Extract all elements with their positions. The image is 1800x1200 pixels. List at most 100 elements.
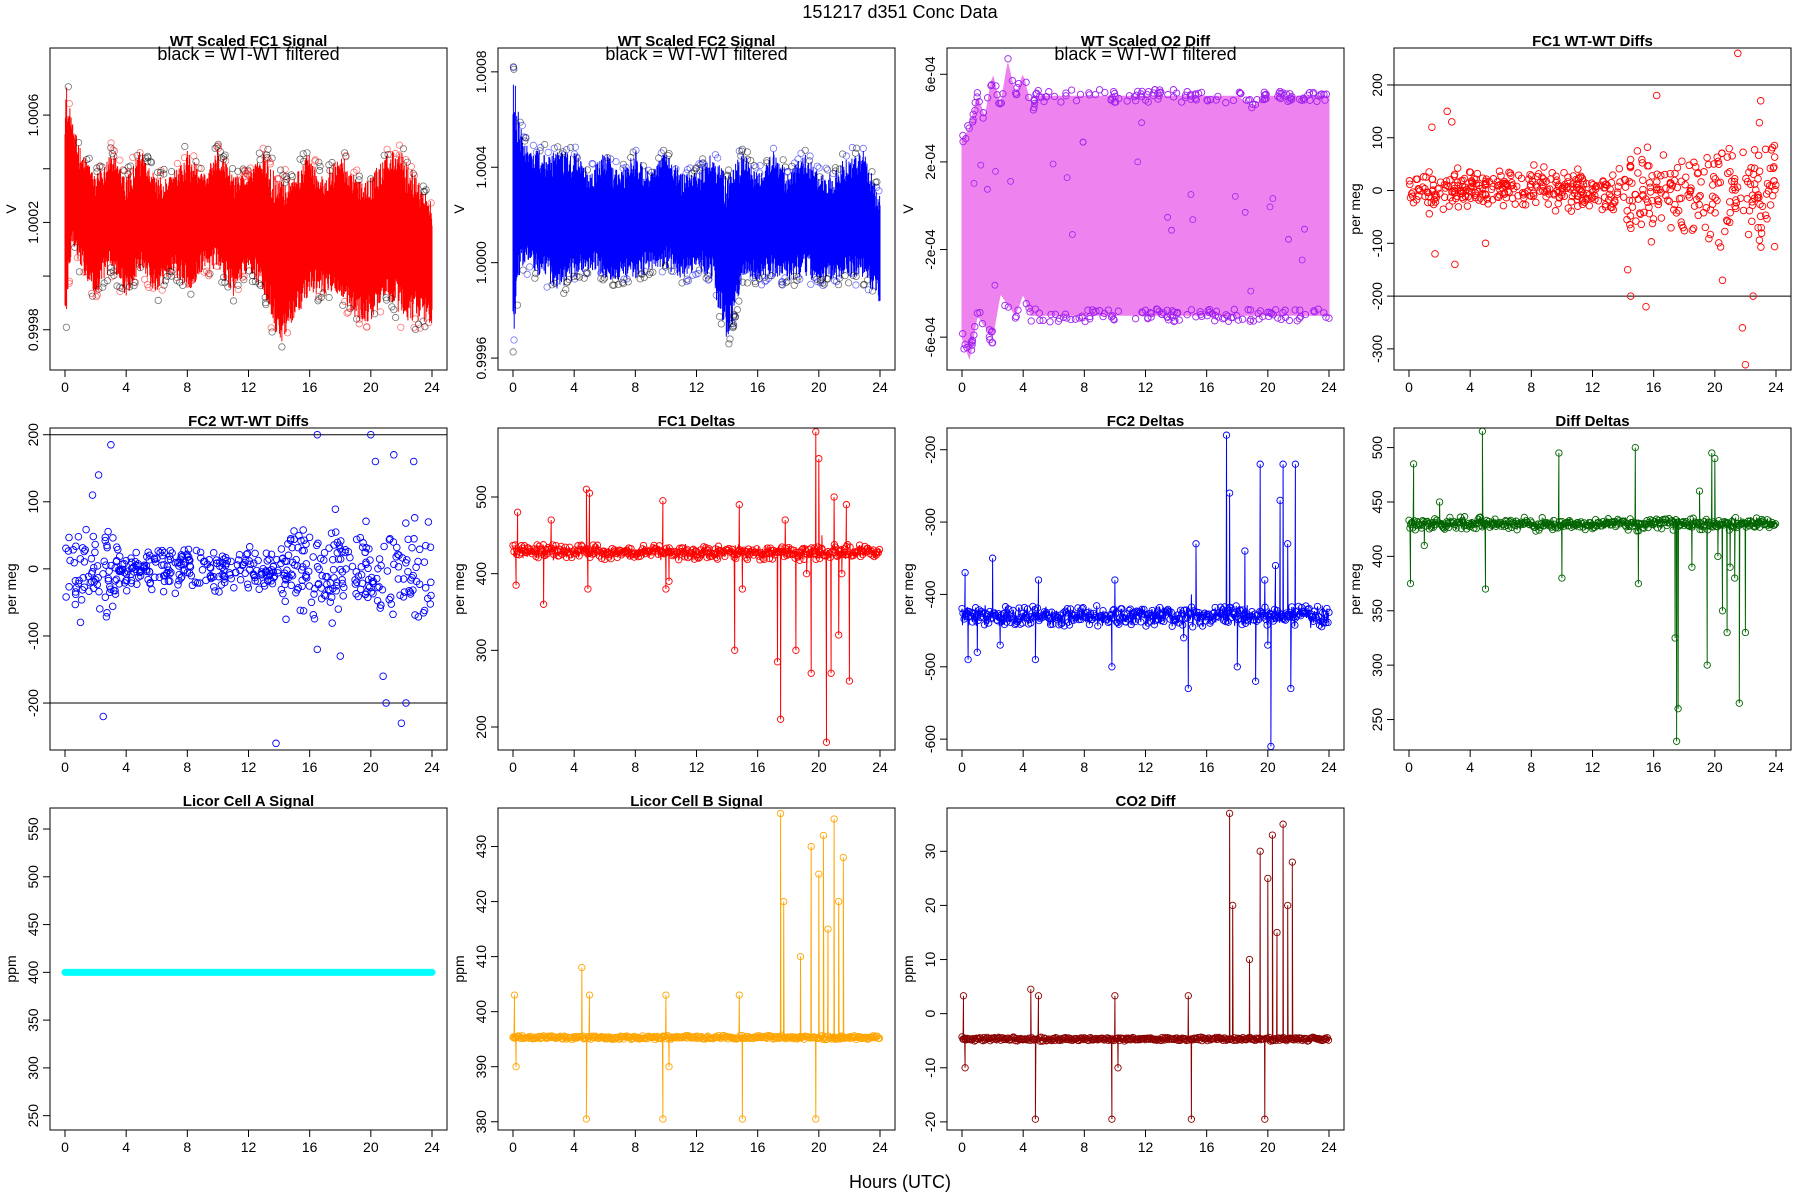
data-point <box>402 559 410 567</box>
data-point <box>1309 90 1318 98</box>
data-point <box>756 162 764 170</box>
data-point <box>864 1035 872 1043</box>
data-point <box>585 489 594 497</box>
data-point <box>1246 317 1254 325</box>
data-point <box>1711 454 1719 463</box>
data-point <box>239 560 247 569</box>
data-point <box>872 183 881 191</box>
data-point <box>222 553 230 562</box>
data-point <box>234 281 242 289</box>
data-point <box>1566 185 1575 193</box>
data-point <box>113 543 121 551</box>
data-point <box>959 992 968 1000</box>
data-point <box>1139 309 1147 317</box>
data-point <box>1004 55 1012 63</box>
data-point <box>574 542 582 550</box>
data-point <box>164 556 173 564</box>
data-point <box>87 554 96 563</box>
data-point <box>1429 181 1438 189</box>
y-tick-label: 300 <box>473 638 489 662</box>
data-point <box>1417 524 1426 532</box>
data-point <box>1432 520 1440 529</box>
data-point <box>1186 615 1194 624</box>
data-point <box>733 306 741 314</box>
data-point <box>288 571 297 580</box>
data-point <box>1648 219 1657 228</box>
data-point <box>589 160 597 168</box>
data-point <box>979 109 988 117</box>
data-point <box>806 152 814 160</box>
data-point <box>1154 89 1162 98</box>
data-point <box>410 171 418 180</box>
data-point <box>1110 98 1119 106</box>
data-point <box>116 156 124 164</box>
data-point <box>1266 308 1274 317</box>
data-point <box>409 169 417 178</box>
data-point <box>692 270 700 278</box>
data-point <box>332 587 340 595</box>
data-point <box>298 546 307 555</box>
data-point <box>560 547 569 555</box>
data-point <box>80 268 88 276</box>
data-point <box>1078 605 1086 613</box>
data-point <box>1768 143 1777 152</box>
data-point <box>992 82 1000 90</box>
data-point <box>115 580 123 588</box>
data-point <box>760 555 768 564</box>
data-point <box>376 308 385 316</box>
y-axis-label: V <box>900 204 916 214</box>
data-point <box>1138 605 1146 614</box>
y-tick-label: 0.9996 <box>473 336 489 379</box>
data-point <box>262 300 270 309</box>
y-tick-label: -200 <box>922 435 938 463</box>
data-point <box>1181 94 1190 102</box>
data-point <box>338 568 347 576</box>
data-point <box>283 175 291 183</box>
data-point <box>87 577 96 586</box>
data-point <box>1031 1115 1040 1123</box>
data-point <box>1705 234 1713 243</box>
data-point <box>1196 308 1204 316</box>
data-point <box>563 278 571 286</box>
data-point <box>682 169 690 177</box>
data-point <box>1673 163 1682 172</box>
data-point <box>1657 171 1665 180</box>
data-point <box>704 272 712 280</box>
data-point <box>827 1033 835 1042</box>
data-point <box>544 148 552 156</box>
data-point <box>1569 172 1578 180</box>
data-point <box>1301 310 1310 319</box>
data-point <box>1594 197 1603 205</box>
data-point <box>220 273 228 281</box>
data-point <box>583 1033 592 1041</box>
data-point <box>1187 95 1195 103</box>
x-tick-label: 20 <box>1707 379 1723 395</box>
data-point <box>192 546 201 555</box>
data-point <box>1047 310 1055 319</box>
data-point <box>729 323 737 332</box>
data-point <box>1238 620 1246 629</box>
data-point <box>738 145 747 153</box>
y-tick-label: 400 <box>473 562 489 586</box>
data-point <box>1685 522 1694 531</box>
data-point <box>234 167 242 175</box>
data-point <box>263 557 272 565</box>
x-tick-label: 8 <box>1527 759 1535 775</box>
data-point <box>1669 526 1677 534</box>
data-point <box>126 162 134 170</box>
x-tick-label: 20 <box>1260 1139 1276 1155</box>
data-point <box>283 572 291 580</box>
data-point <box>1574 192 1582 200</box>
data-point <box>1625 522 1633 530</box>
data-point <box>1280 1034 1289 1042</box>
data-point <box>1563 518 1571 526</box>
data-point <box>961 569 969 577</box>
y-tick-label: 100 <box>1369 126 1385 150</box>
data-point <box>820 280 829 288</box>
data-point <box>1539 187 1547 195</box>
data-point <box>1079 604 1087 612</box>
data-point <box>298 582 306 591</box>
data-point <box>309 553 317 561</box>
